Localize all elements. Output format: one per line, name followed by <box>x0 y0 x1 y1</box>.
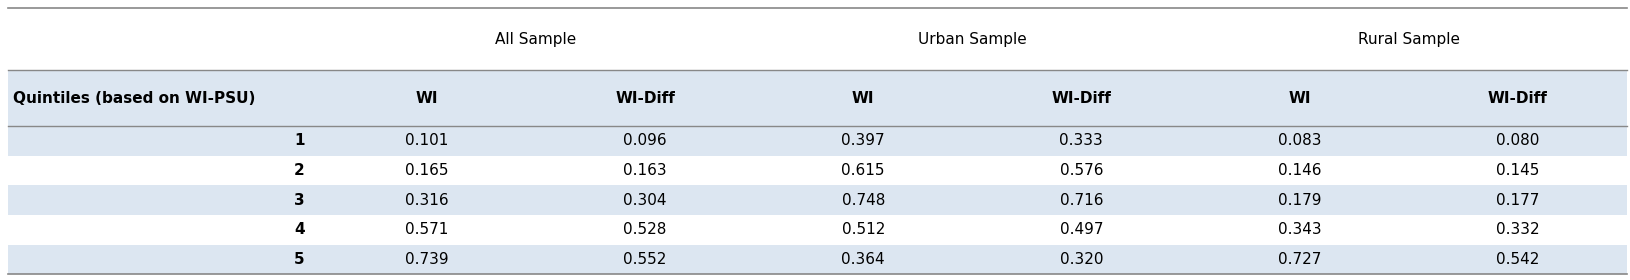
Text: 0.727: 0.727 <box>1278 252 1322 267</box>
Text: WI-Diff: WI-Diff <box>615 90 675 106</box>
Text: 0.333: 0.333 <box>1060 133 1104 148</box>
Text: Quintiles (based on WI-PSU): Quintiles (based on WI-PSU) <box>13 90 256 106</box>
Text: 0.716: 0.716 <box>1060 193 1104 208</box>
Text: 0.177: 0.177 <box>1496 193 1539 208</box>
Text: 4: 4 <box>293 222 305 237</box>
Text: 0.165: 0.165 <box>406 163 448 178</box>
Bar <box>8 8 1627 70</box>
Text: WI-Diff: WI-Diff <box>1051 90 1112 106</box>
Text: 5: 5 <box>293 252 305 267</box>
Text: 1: 1 <box>295 133 305 148</box>
Text: All Sample: All Sample <box>496 32 577 47</box>
Text: WI: WI <box>852 90 874 106</box>
Text: 0.145: 0.145 <box>1496 163 1539 178</box>
Text: 0.304: 0.304 <box>623 193 667 208</box>
Text: 0.512: 0.512 <box>841 222 885 237</box>
Text: 0.101: 0.101 <box>406 133 448 148</box>
Text: 0.497: 0.497 <box>1060 222 1104 237</box>
Text: 0.571: 0.571 <box>406 222 448 237</box>
Text: 0.739: 0.739 <box>406 252 448 267</box>
Text: 0.316: 0.316 <box>406 193 448 208</box>
Text: 3: 3 <box>293 193 305 208</box>
Text: 0.748: 0.748 <box>841 193 885 208</box>
Text: 0.146: 0.146 <box>1278 163 1322 178</box>
Text: Rural Sample: Rural Sample <box>1358 32 1459 47</box>
Bar <box>8 185 1627 215</box>
Text: 0.615: 0.615 <box>841 163 885 178</box>
Text: 0.320: 0.320 <box>1060 252 1104 267</box>
Text: 0.179: 0.179 <box>1278 193 1322 208</box>
Text: 0.343: 0.343 <box>1278 222 1322 237</box>
Text: WI: WI <box>1288 90 1311 106</box>
Text: 0.528: 0.528 <box>623 222 667 237</box>
Text: 2: 2 <box>293 163 305 178</box>
Text: WI: WI <box>416 90 438 106</box>
Text: 0.083: 0.083 <box>1278 133 1322 148</box>
Text: 0.096: 0.096 <box>623 133 667 148</box>
Bar <box>8 245 1627 274</box>
Text: 0.542: 0.542 <box>1496 252 1539 267</box>
Text: 0.552: 0.552 <box>623 252 667 267</box>
Bar <box>8 215 1627 245</box>
Text: 0.397: 0.397 <box>841 133 885 148</box>
Text: 0.080: 0.080 <box>1496 133 1539 148</box>
Text: WI-Diff: WI-Diff <box>1488 90 1547 106</box>
Bar <box>8 156 1627 185</box>
Text: 0.576: 0.576 <box>1060 163 1104 178</box>
Text: Urban Sample: Urban Sample <box>918 32 1027 47</box>
Bar <box>8 70 1627 126</box>
Text: 0.364: 0.364 <box>841 252 885 267</box>
Bar <box>8 126 1627 156</box>
Text: 0.332: 0.332 <box>1496 222 1539 237</box>
Text: 0.163: 0.163 <box>623 163 667 178</box>
